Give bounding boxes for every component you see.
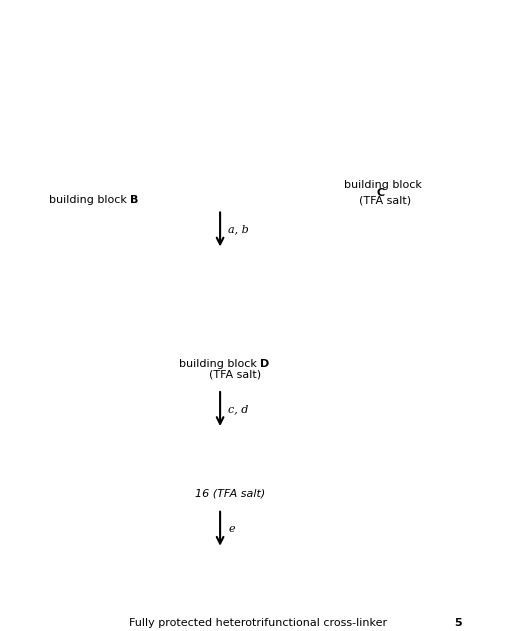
Text: D: D [260,359,269,369]
Text: 5: 5 [454,618,462,628]
Text: building block: building block [344,180,425,189]
Text: building block: building block [179,359,260,369]
Text: B: B [131,194,139,204]
Text: (TFA salt): (TFA salt) [359,196,411,206]
Text: building block: building block [49,194,131,204]
Text: 16 (TFA salt): 16 (TFA salt) [195,489,265,499]
Text: C: C [376,187,385,198]
Text: e: e [228,524,235,534]
Text: a, b: a, b [228,225,249,235]
Text: Fully protected heterotrifunctional cross-linker: Fully protected heterotrifunctional cros… [129,618,391,628]
Text: (TFA salt): (TFA salt) [209,369,261,379]
Text: c, d: c, d [228,404,249,414]
